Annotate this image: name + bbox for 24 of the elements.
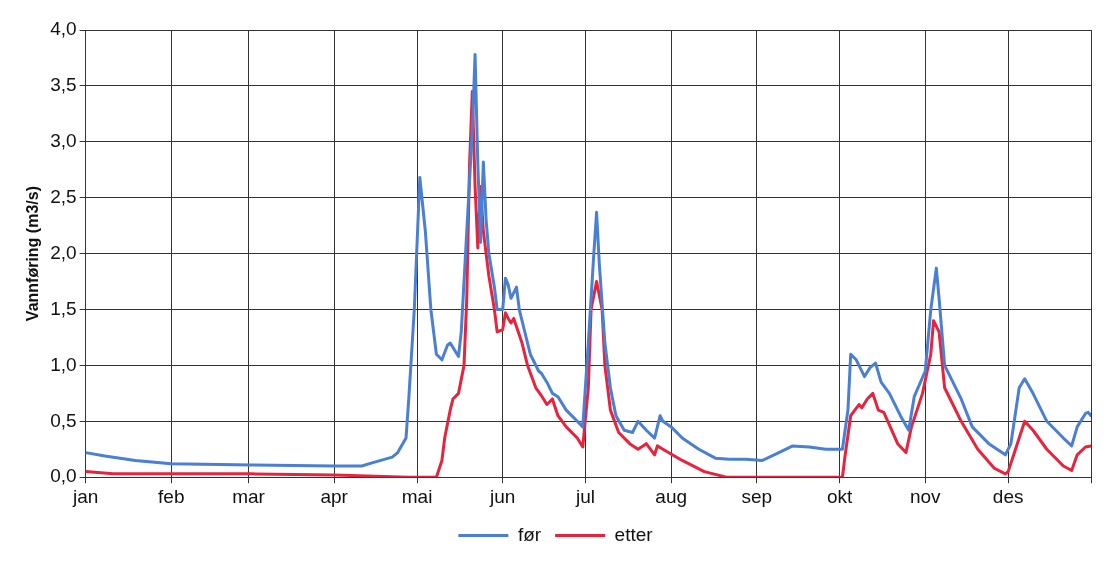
x-tick-label: feb — [158, 485, 185, 507]
y-tick-label: 2,0 — [50, 241, 77, 263]
y-tick-label: 3,5 — [50, 74, 77, 96]
x-tick-label: jul — [575, 485, 596, 507]
y-tick-label: 1,0 — [50, 353, 77, 375]
y-tick-label: 2,5 — [50, 185, 77, 207]
x-tick-label: okt — [826, 485, 854, 507]
x-tick-label: des — [992, 485, 1024, 507]
legend-label: etter — [614, 523, 654, 545]
y-axis-title: Vannføring (m3/s) — [24, 186, 42, 322]
y-tick-label: 3,0 — [50, 130, 77, 152]
x-tick-label: aug — [655, 485, 688, 507]
x-tick-label: jun — [489, 485, 516, 507]
y-tick-label: 0,5 — [50, 409, 77, 431]
y-tick-label: 1,5 — [50, 297, 77, 319]
x-tick-label: mar — [232, 485, 266, 507]
y-tick-label: 0,0 — [50, 465, 77, 487]
legend-label: før — [517, 523, 542, 545]
x-tick-label: nov — [909, 485, 942, 507]
x-tick-label: apr — [320, 485, 349, 507]
y-tick-label: 4,0 — [50, 18, 77, 40]
x-tick-label: jan — [71, 485, 99, 507]
x-tick-label: mai — [401, 485, 433, 507]
x-tick-label: sep — [741, 485, 773, 507]
